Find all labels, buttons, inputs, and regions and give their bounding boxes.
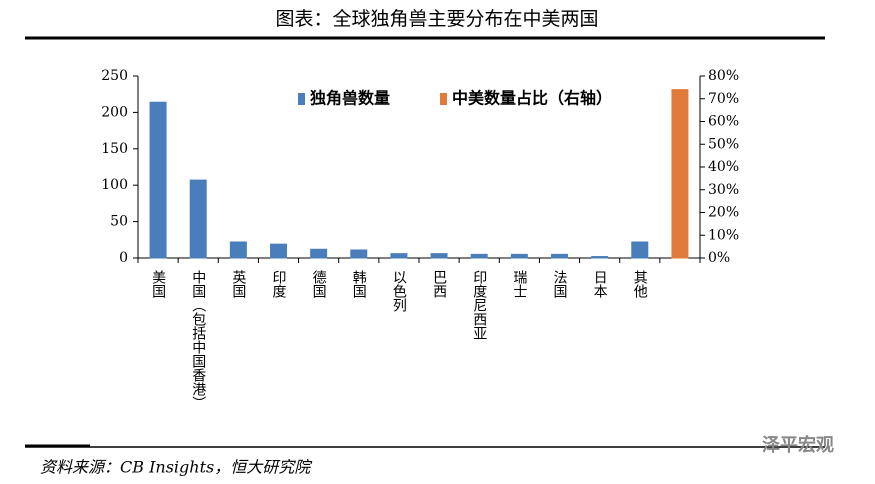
bar xyxy=(149,101,167,259)
bar xyxy=(390,253,408,259)
bar xyxy=(510,253,528,259)
x-tick-label: 日本 xyxy=(592,270,608,298)
bar xyxy=(229,241,247,259)
x-tick-label: 中国（包括中国香港） xyxy=(190,270,206,410)
y2-tick-label: 30% xyxy=(708,182,739,198)
x-tick-label: 美国 xyxy=(150,270,166,298)
bar xyxy=(551,253,568,259)
source-note: 资料来源：CB Insights，恒大研究院 xyxy=(40,458,313,477)
x-tick-label: 法国 xyxy=(552,270,568,298)
y2-tick-label: 0% xyxy=(708,250,730,266)
bar xyxy=(470,253,488,259)
bar xyxy=(270,243,287,259)
bar xyxy=(350,249,368,259)
y-tick-label: 100 xyxy=(101,177,128,193)
x-tick-label: 德国 xyxy=(311,270,327,298)
bar xyxy=(310,248,328,259)
y-tick-label: 250 xyxy=(101,68,128,84)
x-tick-label: 韩国 xyxy=(351,270,367,298)
legend-swatch xyxy=(298,93,305,105)
chart-title: 图表：全球独角兽主要分布在中美两国 xyxy=(275,8,598,30)
x-tick-label: 印度尼西亚 xyxy=(471,270,487,340)
y-tick-label: 200 xyxy=(101,104,128,120)
legend-label: 中美数量占比（右轴） xyxy=(452,89,612,108)
x-tick-label: 以色列 xyxy=(391,270,407,313)
x-tick-label: 瑞士 xyxy=(511,270,527,298)
y-tick-label: 50 xyxy=(110,214,128,230)
x-tick-label: 其他 xyxy=(632,270,648,299)
y2-tick-label: 10% xyxy=(708,227,739,243)
y2-tick-label: 50% xyxy=(708,136,739,152)
bar xyxy=(189,179,207,259)
x-tick-label: 英国 xyxy=(230,269,246,298)
bar xyxy=(631,241,649,259)
bar xyxy=(430,253,448,259)
legend-swatch xyxy=(440,93,447,105)
bar xyxy=(671,89,689,259)
x-tick-label: 巴西 xyxy=(431,270,447,298)
watermark: 泽平宏观 xyxy=(762,434,834,456)
y-tick-label: 150 xyxy=(101,141,128,157)
y2-tick-label: 60% xyxy=(708,114,739,130)
y2-tick-label: 40% xyxy=(708,159,739,175)
bar xyxy=(591,256,609,259)
y2-tick-label: 70% xyxy=(708,91,739,107)
y2-tick-label: 80% xyxy=(708,68,739,84)
legend-label: 独角兽数量 xyxy=(310,89,390,108)
y2-tick-label: 20% xyxy=(708,205,739,221)
y-tick-label: 0 xyxy=(119,250,128,266)
x-tick-label: 印度 xyxy=(271,270,287,298)
